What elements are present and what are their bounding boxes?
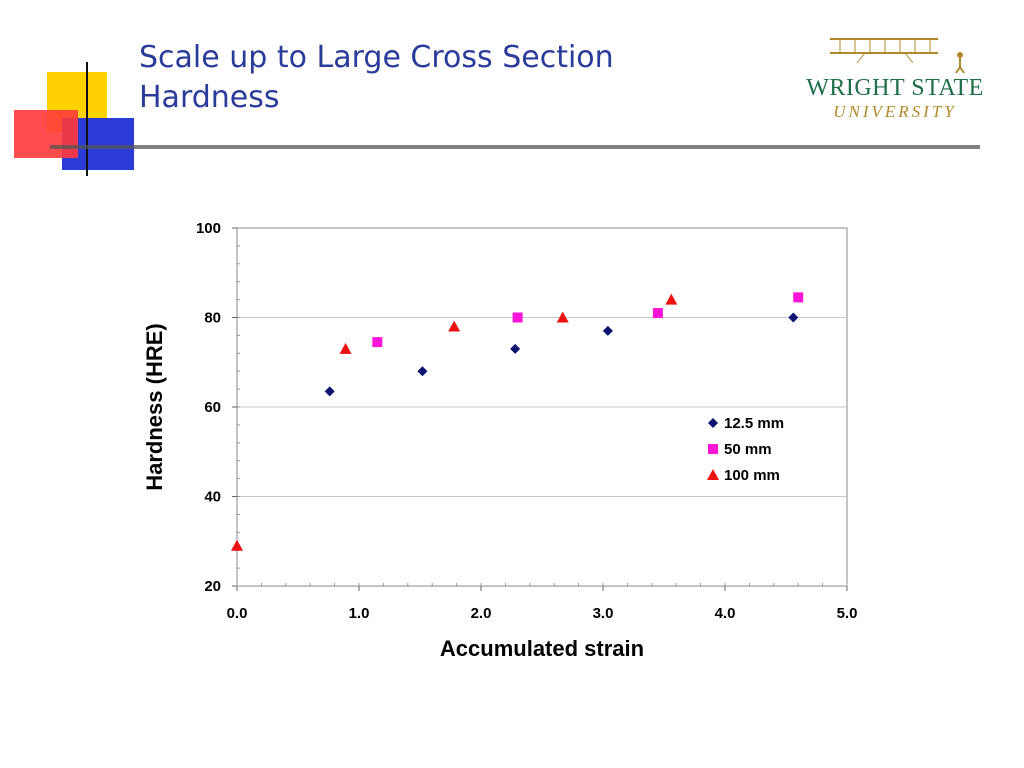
- x-tick-label: 2.0: [471, 605, 492, 622]
- data-point-series-1: [793, 292, 804, 303]
- legend-marker-2: [707, 469, 719, 480]
- x-tick-label: 3.0: [593, 605, 614, 622]
- logo-name: WRIGHT STATE: [806, 75, 984, 101]
- wright-flyer-icon: [830, 38, 965, 73]
- legend-marker-0: [708, 418, 718, 428]
- x-tick-label: 0.0: [227, 605, 248, 622]
- x-tick-label: 4.0: [715, 605, 736, 622]
- title-line-1: Scale up to Large Cross Section: [139, 40, 614, 75]
- university-logo: WRIGHT STATE UNIVERSITY: [795, 33, 995, 123]
- data-point-series-1: [512, 312, 523, 323]
- legend-label-0: 12.5 mm: [724, 415, 784, 432]
- horizontal-divider-line: [50, 145, 980, 149]
- x-axis-label: Accumulated strain: [440, 636, 644, 661]
- logo-subtitle: UNIVERSITY: [833, 102, 957, 121]
- y-tick-label: 100: [196, 220, 221, 237]
- data-point-series-2: [448, 320, 461, 332]
- data-point-series-0: [602, 325, 613, 336]
- page-title: Scale up to Large Cross Section Hardness: [139, 38, 699, 118]
- data-point-series-2: [231, 539, 243, 551]
- data-point-series-2: [665, 293, 678, 305]
- y-tick-label: 20: [204, 578, 221, 595]
- x-tick-label: 1.0: [349, 605, 370, 622]
- legend-label-2: 100 mm: [724, 467, 780, 484]
- x-tick-label: 5.0: [837, 605, 858, 622]
- legend-label-1: 50 mm: [724, 441, 772, 458]
- data-point-series-1: [652, 308, 663, 319]
- data-point-series-0: [510, 343, 521, 354]
- y-tick-label: 80: [204, 310, 221, 327]
- data-point-series-0: [417, 366, 428, 377]
- data-point-series-1: [372, 337, 383, 348]
- title-line-2: Hardness: [139, 80, 280, 115]
- data-point-series-0: [324, 386, 335, 397]
- data-point-series-2: [556, 311, 569, 323]
- y-tick-label: 40: [204, 489, 221, 506]
- data-point-series-2: [339, 342, 352, 354]
- legend-marker-1: [708, 444, 718, 454]
- y-tick-label: 60: [204, 399, 221, 416]
- red-square: [14, 110, 78, 158]
- y-axis-label: Hardness (HRE): [142, 323, 167, 490]
- data-point-series-0: [788, 312, 799, 323]
